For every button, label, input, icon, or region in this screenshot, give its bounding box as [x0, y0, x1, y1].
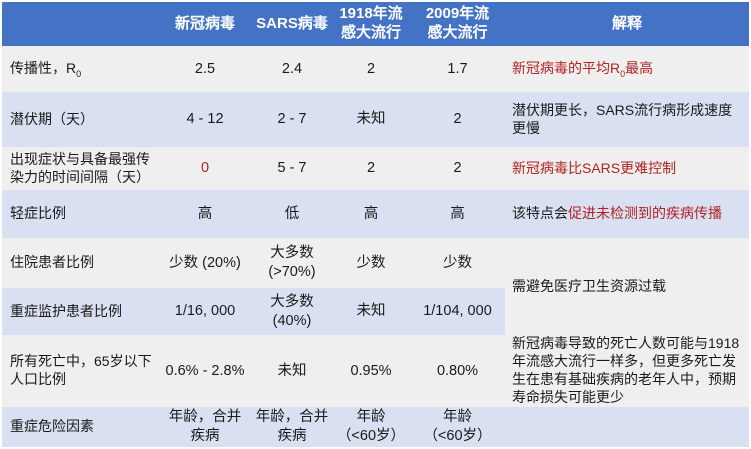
value-cell-2009: 2 [410, 92, 505, 147]
explanation-cell-merged: 需避免医疗卫生资源过载 [505, 238, 749, 335]
table-row-transmissibility: 传播性，R0 2.5 2.4 2 1.7 新冠病毒的平均R0最高 [2, 46, 749, 92]
value-cell-covid: 4 - 12 [158, 92, 252, 147]
value-cell-sars: 2 - 7 [252, 92, 332, 147]
row-label: 重症监护患者比例 [2, 288, 158, 335]
value-cell-1918: 未知 [332, 92, 410, 147]
value-cell-sars: 大多数 (40%) [252, 288, 332, 335]
table-row-incubation: 潜伏期（天） 4 - 12 2 - 7 未知 2 潜伏期更长，SARS流行病形成… [2, 92, 749, 147]
header-cell-empty [2, 2, 158, 46]
header-cell-1918-flu: 1918年流 感大流行 [332, 2, 410, 46]
value-cell-2009: 1/104, 000 [410, 288, 505, 335]
explanation-cell-empty [505, 407, 749, 447]
explanation-cell: 新冠病毒导致的死亡人数可能与1918年流感大流行一样多，但更多死亡发生在患有基础… [505, 335, 749, 407]
value-cell-covid: 年龄，合并 疾病 [158, 407, 252, 447]
row-label: 所有死亡中，65岁以下人口比例 [2, 335, 158, 407]
value-cell-covid: 高 [158, 190, 252, 238]
header-cell-sars: SARS病毒 [252, 2, 332, 46]
value-cell-2009: 少数 [410, 238, 505, 288]
value-cell-2009: 1.7 [410, 46, 505, 92]
value-cell-sars: 低 [252, 190, 332, 238]
table-row-icu: 重症监护患者比例 1/16, 000 大多数 (40%) 未知 1/104, 0… [2, 288, 749, 335]
value-cell-2009: 2 [410, 147, 505, 190]
value-cell-1918: 2 [332, 147, 410, 190]
row-label: 传播性，R0 [2, 46, 158, 92]
value-cell-covid: 2.5 [158, 46, 252, 92]
value-cell-2009: 高 [410, 190, 505, 238]
value-cell-covid: 0.6% - 2.8% [158, 335, 252, 407]
value-cell-2009: 年龄 （<60岁） [410, 407, 505, 447]
value-cell-covid: 1/16, 000 [158, 288, 252, 335]
value-cell-1918: 少数 [332, 238, 410, 288]
table-row-mild-cases: 轻症比例 高 低 高 高 该特点会促进未检测到的疾病传播 [2, 190, 749, 238]
table-row-hospitalized: 住院患者比例 少数 (20%) 大多数 (>70%) 少数 少数 需避免医疗卫生… [2, 238, 749, 335]
value-cell-1918: 2 [332, 46, 410, 92]
explanation-cell: 潜伏期更长，SARS流行病形成速度更慢 [505, 92, 749, 147]
value-cell-2009: 0.80% [410, 335, 505, 407]
value-cell-1918: 未知 [332, 288, 410, 335]
table-row-symptom-interval: 出现症状与具备最强传染力的时间间隔（天） 0 5 - 7 2 2 新冠病毒比SA… [2, 147, 749, 190]
header-row: 新冠病毒 SARS病毒 1918年流 感大流行 2009年流 感大流行 解释 [2, 2, 749, 46]
value-cell-sars: 5 - 7 [252, 147, 332, 190]
explanation-cell: 新冠病毒比SARS更难控制 [505, 147, 749, 190]
table-header: 新冠病毒 SARS病毒 1918年流 感大流行 2009年流 感大流行 解释 [2, 2, 749, 46]
table-row-deaths-under-65: 所有死亡中，65岁以下人口比例 0.6% - 2.8% 未知 0.95% 0.8… [2, 335, 749, 407]
header-cell-covid: 新冠病毒 [158, 2, 252, 46]
value-cell-sars: 大多数 (>70%) [252, 238, 332, 288]
value-cell-covid: 0 [158, 147, 252, 190]
row-label: 潜伏期（天） [2, 92, 158, 147]
row-label: 重症危险因素 [2, 407, 158, 447]
row-label: 轻症比例 [2, 190, 158, 238]
value-cell-sars: 2.4 [252, 46, 332, 92]
value-cell-1918: 0.95% [332, 335, 410, 407]
table-row-severe-risk-factors: 重症危险因素 年龄，合并 疾病 年龄，合并 疾病 年龄 （<60岁） 年龄 （<… [2, 407, 749, 447]
header-cell-2009-flu: 2009年流 感大流行 [410, 2, 505, 46]
value-cell-1918: 年龄 （<60岁） [332, 407, 410, 447]
value-cell-sars: 未知 [252, 335, 332, 407]
explanation-cell: 该特点会促进未检测到的疾病传播 [505, 190, 749, 238]
header-cell-explanation: 解释 [505, 2, 749, 46]
value-cell-sars: 年龄，合并 疾病 [252, 407, 332, 447]
explanation-cell: 新冠病毒的平均R0最高 [505, 46, 749, 92]
value-cell-1918: 高 [332, 190, 410, 238]
row-label: 住院患者比例 [2, 238, 158, 288]
row-label: 出现症状与具备最强传染力的时间间隔（天） [2, 147, 158, 190]
value-cell-covid: 少数 (20%) [158, 238, 252, 288]
